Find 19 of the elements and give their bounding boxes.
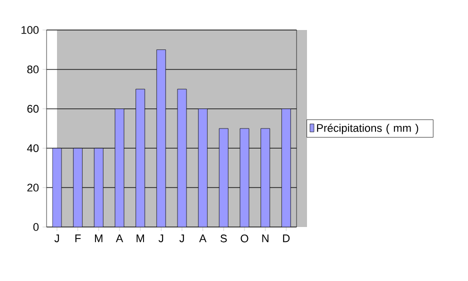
x-tick-label: A xyxy=(116,234,124,242)
x-tick-label: M xyxy=(136,234,144,242)
x-tick-label: A xyxy=(199,234,206,242)
y-tick-label: 20 xyxy=(27,184,39,192)
y-tick-label: 40 xyxy=(27,144,39,152)
y-tick-label: 0 xyxy=(33,223,39,231)
y-tick-label: 80 xyxy=(27,66,39,74)
x-tick-label: N xyxy=(262,234,268,242)
x-tick-label: M xyxy=(94,234,102,242)
x-tick-label: D xyxy=(283,234,290,242)
x-tick-label: S xyxy=(220,234,227,242)
y-tick-label: 100 xyxy=(22,26,39,34)
x-tick-label: J xyxy=(158,234,164,242)
x-tick-label: O xyxy=(240,234,248,242)
x-tick-label: J xyxy=(179,234,184,242)
legend-label: Précipitations ( mm ) xyxy=(317,124,418,134)
x-tick-label: J xyxy=(54,234,59,242)
y-tick-label: 60 xyxy=(27,104,39,113)
x-tick-label: F xyxy=(75,234,81,242)
